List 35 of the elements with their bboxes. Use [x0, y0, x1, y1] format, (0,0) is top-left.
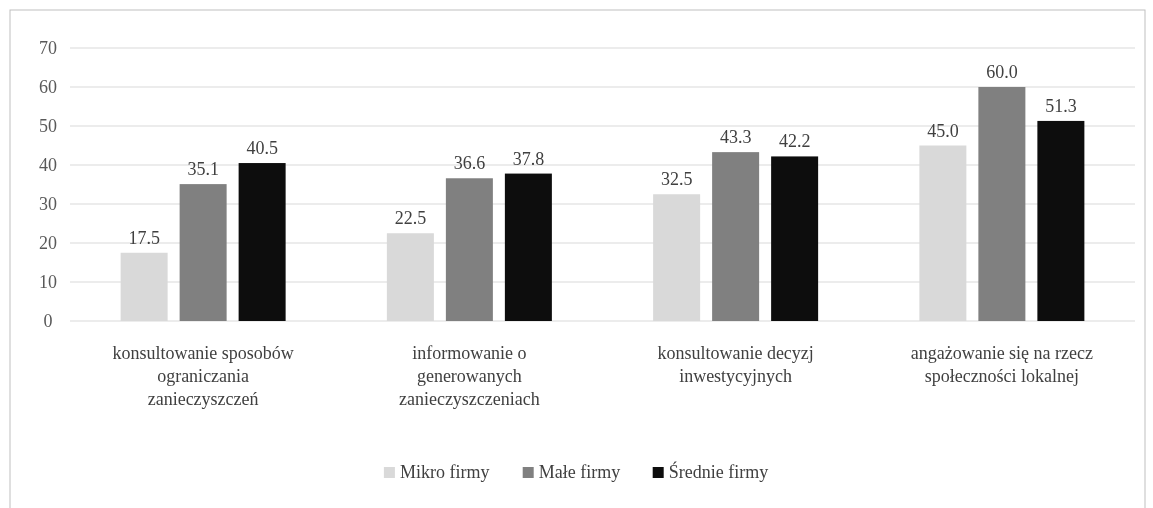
x-tick-label: informowanie o generowanych zanieczyszczeniach [398, 343, 540, 409]
data-label: 60.0 [986, 62, 1018, 82]
bar [179, 184, 227, 321]
y-tick-label: 60 [39, 77, 57, 97]
legend-label: Małe firmy [538, 462, 621, 482]
data-label: 45.0 [927, 120, 959, 141]
bar [445, 178, 493, 321]
data-label: 40.5 [246, 138, 278, 159]
bar [238, 163, 286, 321]
data-label: 17.5 [128, 227, 160, 248]
x-tick-label: konsultowanie decyzj inwestycyjnych [657, 343, 814, 386]
y-tick-label: 70 [39, 38, 57, 58]
bar [978, 87, 1026, 321]
legend-label: Mikro firmy [399, 462, 490, 482]
data-label: 32.5 [660, 169, 693, 190]
bar [1037, 120, 1085, 321]
y-tick-label: 30 [39, 194, 57, 214]
data-label: 43.3 [719, 127, 752, 148]
y-tick-label: 50 [39, 116, 57, 136]
legend-label: Średnie firmy [668, 461, 769, 482]
data-label: 22.5 [394, 208, 427, 229]
y-tick-label: 10 [39, 272, 57, 292]
y-tick-label: 40 [39, 155, 57, 175]
bar [771, 156, 819, 321]
data-label: 36.6 [453, 153, 486, 174]
data-label: 35.1 [187, 159, 219, 180]
bar [504, 173, 552, 321]
y-tick-label: 20 [39, 233, 57, 253]
x-tick-label: angażowanie się na rzecz społeczności lokalnej [910, 343, 1094, 386]
data-label: 51.3 [1045, 95, 1077, 116]
bar [712, 152, 760, 321]
data-label: 42.2 [778, 131, 811, 152]
y-tick-label: 0 [43, 311, 53, 331]
x-tick-label: konsultowanie sposobów ograniczania zanieczyszczeń [112, 343, 294, 409]
data-label: 37.8 [512, 148, 545, 169]
